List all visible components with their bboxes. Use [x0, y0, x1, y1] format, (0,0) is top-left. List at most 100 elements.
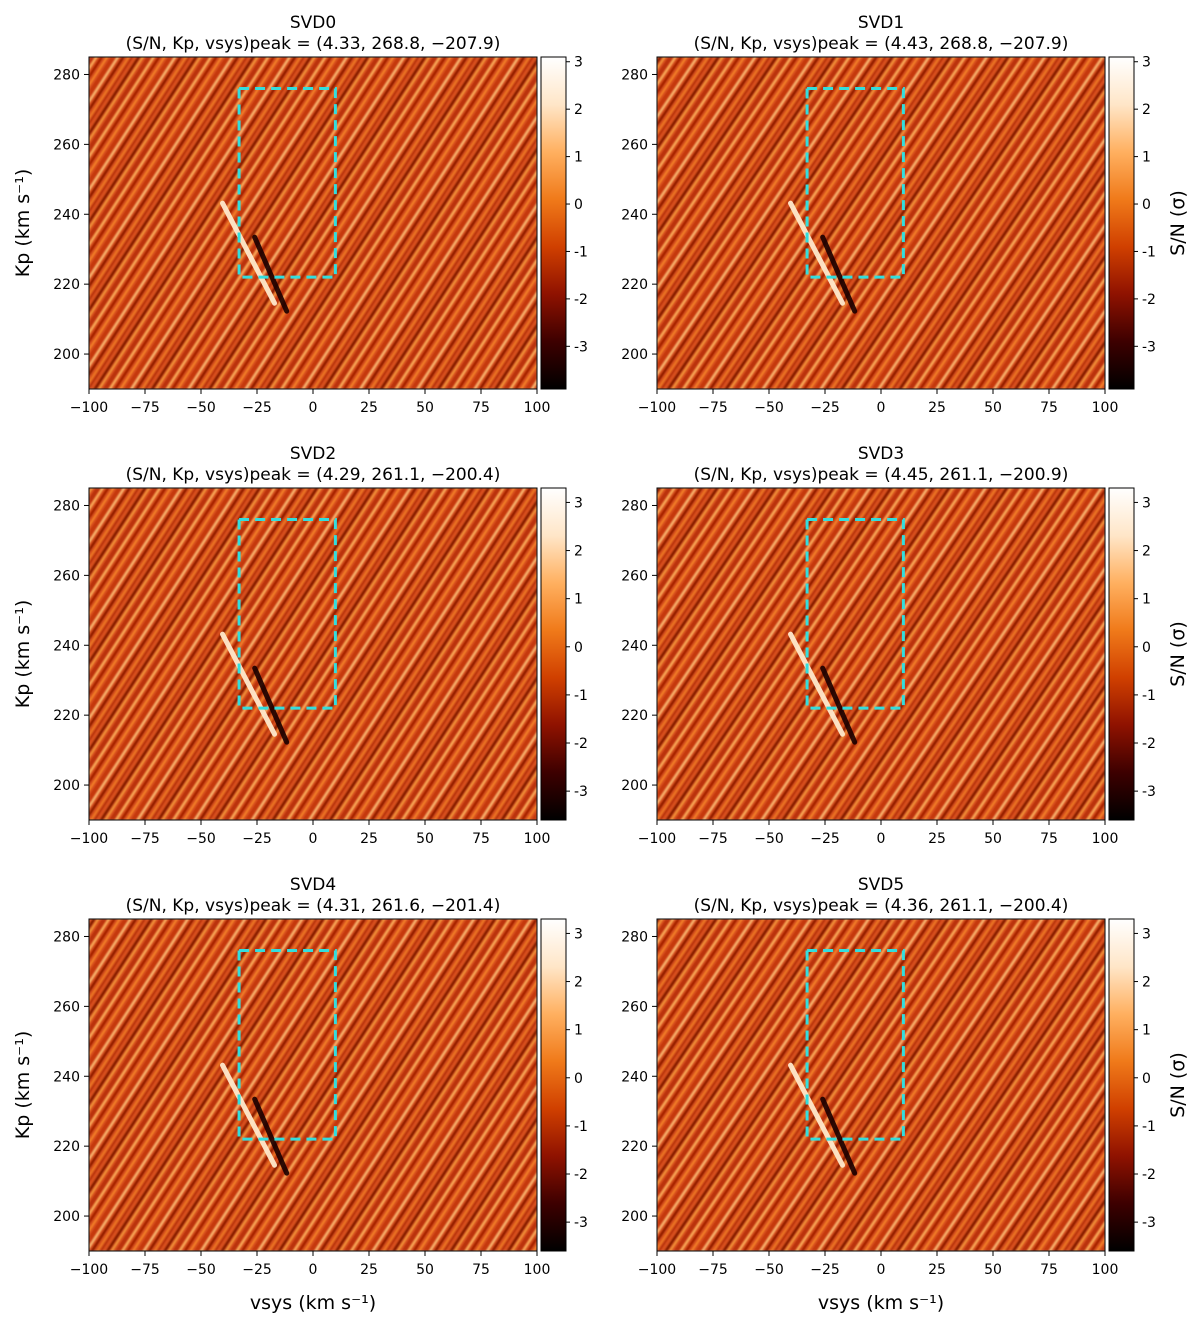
y-tick-label: 280 — [621, 67, 648, 83]
signal-streak-dark — [820, 665, 858, 745]
colorbar-gradient — [1108, 487, 1135, 821]
y-tick-label: 280 — [53, 498, 80, 514]
x-axis-label: vsys (km s⁻¹) — [250, 1292, 376, 1314]
x-tick-label: −50 — [186, 400, 216, 416]
y-tick-label: 220 — [53, 277, 80, 293]
panel-subtitle: (S/N, Kp, vsys)peak = (4.45, 261.1, −200… — [694, 465, 1069, 485]
x-tick-label: 0 — [309, 831, 318, 847]
colorbar-tick-label: 0 — [574, 640, 583, 656]
colorbar: 3 2 1 0 -1 -2 -3 S/N (σ) — [1108, 55, 1189, 390]
y-tick-label: 280 — [53, 67, 80, 83]
x-tick-label: 75 — [1040, 831, 1058, 847]
y-tick-label: 200 — [621, 778, 648, 794]
x-tick-label: 75 — [1040, 1262, 1058, 1278]
signal-streak-bright — [220, 200, 278, 306]
colorbar: 3 2 1 0 -1 -2 -3 S/N (σ) — [1108, 918, 1189, 1252]
colorbar-tick-label: 3 — [574, 55, 583, 71]
x-tick-label: 25 — [928, 1262, 946, 1278]
colorbar-gradient — [540, 56, 567, 390]
colorbar-tick-label: -3 — [1142, 339, 1156, 355]
colorbar-tick-label: 2 — [574, 975, 583, 991]
colorbar-gradient — [540, 487, 567, 821]
panel-title: SVD2 — [290, 444, 336, 464]
y-tick-label: 200 — [621, 347, 648, 363]
x-tick-label: 0 — [877, 1262, 886, 1278]
panel-svd0: SVD0(S/N, Kp, vsys)peak = (4.33, 268.8, … — [12, 13, 588, 416]
colorbar-tick-label: 3 — [1142, 926, 1151, 942]
x-tick-label: 0 — [309, 1262, 318, 1278]
y-axis-label: Kp (km s⁻¹) — [12, 600, 34, 708]
x-tick-label: 50 — [416, 400, 434, 416]
colorbar-tick-label: -1 — [1142, 688, 1156, 704]
colorbar: 3 2 1 0 -1 -2 -3 — [540, 55, 588, 390]
x-tick-label: −75 — [698, 400, 728, 416]
x-tick-label: 50 — [416, 831, 434, 847]
y-tick-label: 220 — [53, 1139, 80, 1155]
colorbar: 3 2 1 0 -1 -2 -3 S/N (σ) — [1108, 487, 1189, 821]
y-tick-label: 280 — [53, 929, 80, 945]
x-tick-label: −50 — [186, 831, 216, 847]
panel-subtitle: (S/N, Kp, vsys)peak = (4.43, 268.8, −207… — [694, 34, 1069, 54]
colorbar-tick-label: -1 — [1142, 1119, 1156, 1135]
signal-streak-dark — [252, 1096, 290, 1176]
signal-streak-bright — [788, 200, 846, 306]
y-tick-label: 200 — [53, 347, 80, 363]
x-tick-label: 100 — [1092, 400, 1119, 416]
panel-title: SVD0 — [290, 13, 336, 33]
x-tick-label: −25 — [810, 400, 840, 416]
y-tick-label: 240 — [621, 1069, 648, 1085]
x-tick-label: −75 — [698, 831, 728, 847]
x-tick-label: 25 — [360, 831, 378, 847]
x-tick-label: −25 — [242, 400, 272, 416]
x-tick-label: −25 — [810, 1262, 840, 1278]
signal-streak-bright — [788, 1062, 846, 1168]
y-tick-label: 260 — [53, 137, 80, 153]
colorbar-tick-label: 2 — [574, 102, 583, 118]
colorbar-tick-label: -3 — [574, 339, 588, 355]
x-tick-label: 0 — [309, 400, 318, 416]
x-tick-label: 100 — [524, 1262, 551, 1278]
signal-streak-dark — [252, 234, 290, 314]
x-tick-label: −100 — [70, 831, 108, 847]
panel-subtitle: (S/N, Kp, vsys)peak = (4.31, 261.6, −201… — [126, 896, 501, 916]
heatmap — [657, 919, 1105, 1251]
colorbar-tick-label: 3 — [1142, 55, 1151, 71]
y-tick-label: 240 — [621, 207, 648, 223]
colorbar-gradient — [1108, 56, 1135, 390]
signal-streak-bright — [788, 631, 846, 737]
colorbar-tick-label: -1 — [574, 688, 588, 704]
colorbar-label: S/N (σ) — [1167, 621, 1189, 687]
colorbar-label: S/N (σ) — [1167, 1052, 1189, 1118]
x-tick-label: 0 — [877, 831, 886, 847]
colorbar-tick-label: 3 — [574, 926, 583, 942]
y-tick-label: 260 — [621, 568, 648, 584]
x-tick-label: 100 — [524, 831, 551, 847]
panel-title: SVD3 — [858, 444, 904, 464]
x-tick-label: −75 — [130, 831, 160, 847]
heatmap-field — [89, 57, 537, 389]
colorbar-tick-label: -3 — [1142, 1215, 1156, 1231]
y-tick-label: 200 — [53, 778, 80, 794]
y-tick-label: 260 — [621, 137, 648, 153]
colorbar-tick-label: 0 — [1142, 1071, 1151, 1087]
heatmap-field — [657, 57, 1105, 389]
x-tick-label: −50 — [754, 831, 784, 847]
colorbar-gradient — [1108, 918, 1135, 1252]
x-tick-label: −100 — [638, 831, 676, 847]
y-tick-label: 260 — [53, 999, 80, 1015]
panel-svd3: SVD3(S/N, Kp, vsys)peak = (4.45, 261.1, … — [621, 444, 1189, 847]
x-tick-label: 100 — [1092, 831, 1119, 847]
x-tick-label: 50 — [416, 1262, 434, 1278]
panel-svd1: SVD1(S/N, Kp, vsys)peak = (4.43, 268.8, … — [621, 13, 1189, 416]
x-tick-label: 75 — [472, 400, 490, 416]
search-box — [805, 517, 905, 710]
y-tick-label: 280 — [621, 498, 648, 514]
panel-subtitle: (S/N, Kp, vsys)peak = (4.29, 261.1, −200… — [126, 465, 501, 485]
x-tick-label: 100 — [1092, 1262, 1119, 1278]
search-box — [805, 86, 905, 279]
colorbar-tick-label: 0 — [1142, 197, 1151, 213]
x-tick-label: −100 — [638, 1262, 676, 1278]
x-tick-label: −50 — [754, 1262, 784, 1278]
colorbar-tick-label: -1 — [574, 1119, 588, 1135]
